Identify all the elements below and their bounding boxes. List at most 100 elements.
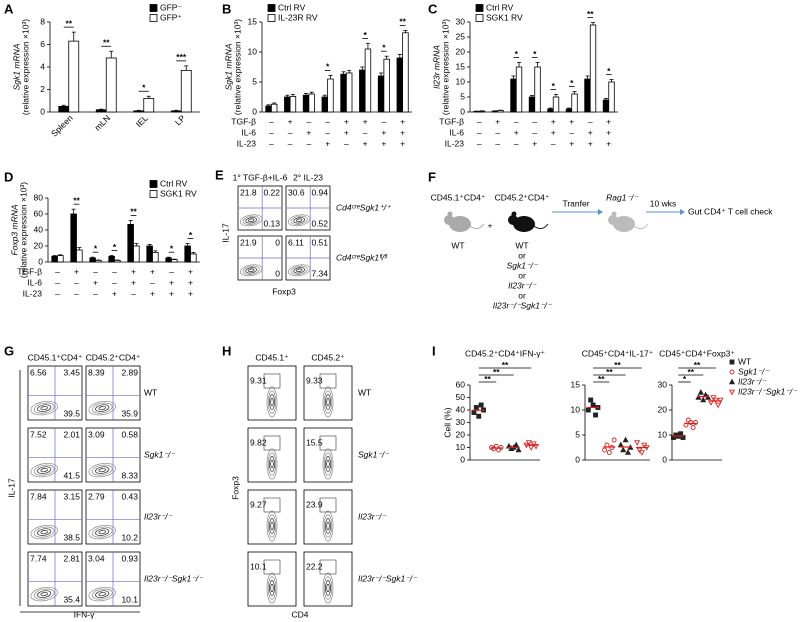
- donor2-genotype: or: [518, 250, 526, 260]
- condition-label: IL-6: [27, 277, 42, 287]
- y-tick-label: 20: [658, 404, 668, 414]
- y-tick-label: 15: [248, 16, 258, 26]
- condition-mark: +: [188, 266, 193, 276]
- contour: [323, 576, 333, 600]
- contour: [322, 510, 334, 542]
- contour: [95, 466, 110, 474]
- arrow-head: [598, 209, 603, 215]
- panel-label: F: [428, 169, 436, 184]
- significance-label: *: [382, 42, 386, 52]
- point: [478, 402, 484, 408]
- mouse-ear: [611, 211, 617, 217]
- significance-label: **: [598, 374, 605, 384]
- point: [634, 440, 641, 446]
- contour: [33, 526, 55, 538]
- condition-mark: +: [400, 138, 405, 148]
- bar: [180, 69, 192, 113]
- legend-label: Ctrl RV: [160, 178, 188, 188]
- mouse-body: [449, 216, 471, 232]
- y-axis-note: (relative expression ×10³): [18, 182, 28, 278]
- contour: [267, 514, 277, 538]
- contour: [248, 218, 255, 223]
- y-tick-label: 0: [38, 256, 43, 266]
- row-title: Sgk1⁻/⁻: [144, 449, 176, 459]
- significance-label: **: [694, 360, 701, 370]
- gate: [319, 497, 337, 513]
- point: [471, 410, 477, 415]
- legend-label: GFP⁻: [160, 2, 182, 12]
- significance-label: *: [142, 83, 146, 93]
- condition-mark: –: [169, 266, 174, 276]
- x-axis-label: Foxp3: [272, 286, 296, 296]
- contour: [242, 215, 260, 225]
- y-axis-label: IL-17: [220, 223, 230, 243]
- contour: [33, 464, 55, 476]
- quadrant-value: 10.2: [121, 532, 138, 542]
- y-axis-note: (relative expression ×10³): [20, 19, 30, 115]
- panel-label: A: [4, 1, 14, 16]
- gate-value: 9.82: [250, 437, 267, 447]
- arrow2-label: 10 wks: [650, 198, 676, 208]
- panel-label: I: [432, 343, 436, 358]
- quadrant-value: 0: [275, 237, 280, 247]
- point: [476, 413, 482, 419]
- point: [690, 425, 696, 430]
- point: [729, 369, 735, 375]
- bar: [58, 105, 70, 113]
- contour: [245, 267, 257, 274]
- condition-mark: –: [55, 266, 60, 276]
- panel-label: D: [4, 169, 13, 184]
- contour: [91, 402, 113, 414]
- row-title: Sgk1⁻/⁻: [358, 449, 390, 459]
- quadrant-value: 6.11: [288, 237, 304, 247]
- condition-mark: +: [400, 116, 405, 126]
- point: [585, 407, 591, 413]
- quadrant-value: 3.45: [63, 367, 80, 377]
- contour: [95, 404, 110, 412]
- mouse-tail: [469, 223, 485, 230]
- mouse-ear: [511, 211, 517, 217]
- contour: [269, 518, 275, 534]
- contour: [290, 215, 308, 225]
- bar: [534, 66, 541, 113]
- quadrant-value: 6.56: [30, 367, 47, 377]
- condition-mark: –: [363, 127, 368, 137]
- significance-label: **: [493, 367, 500, 377]
- contour: [269, 394, 275, 410]
- significance-label: **: [130, 207, 137, 217]
- gate: [263, 435, 281, 451]
- y-tick-label: 50: [456, 392, 466, 402]
- gate: [263, 559, 281, 575]
- condition-mark: +: [532, 138, 537, 148]
- y-tick-label: 60: [34, 208, 44, 218]
- contour: [242, 265, 260, 275]
- bar: [565, 108, 573, 113]
- y-tick-label: 0: [575, 454, 580, 464]
- quadrant-value: 10.1: [121, 594, 138, 604]
- point: [515, 446, 522, 453]
- condition-mark: +: [606, 138, 611, 148]
- condition-mark: –: [150, 277, 155, 287]
- quadrant-value: 7.34: [311, 268, 328, 278]
- contour: [323, 514, 333, 538]
- condition-mark: +: [112, 288, 117, 298]
- point: [617, 441, 624, 448]
- legend-label: IL-23R RV: [278, 12, 318, 22]
- contour: [296, 268, 303, 273]
- y-tick-label: 0: [252, 106, 257, 116]
- significance-label: *: [189, 230, 193, 240]
- mouse-tail: [533, 223, 549, 230]
- contour: [267, 390, 277, 414]
- condition-mark: –: [269, 116, 274, 126]
- y-tick-label: 10: [456, 76, 466, 86]
- donor2-genotype: WT: [515, 240, 528, 250]
- gate: [319, 435, 337, 451]
- quadrant-value: 3.15: [63, 491, 80, 501]
- row-title: WT: [358, 387, 371, 397]
- contour: [266, 572, 278, 604]
- x-tick-label: LP: [173, 113, 188, 128]
- point: [704, 394, 712, 400]
- bar: [70, 213, 77, 263]
- legend-label: Ctrl RV: [278, 2, 306, 12]
- contour: [30, 400, 58, 416]
